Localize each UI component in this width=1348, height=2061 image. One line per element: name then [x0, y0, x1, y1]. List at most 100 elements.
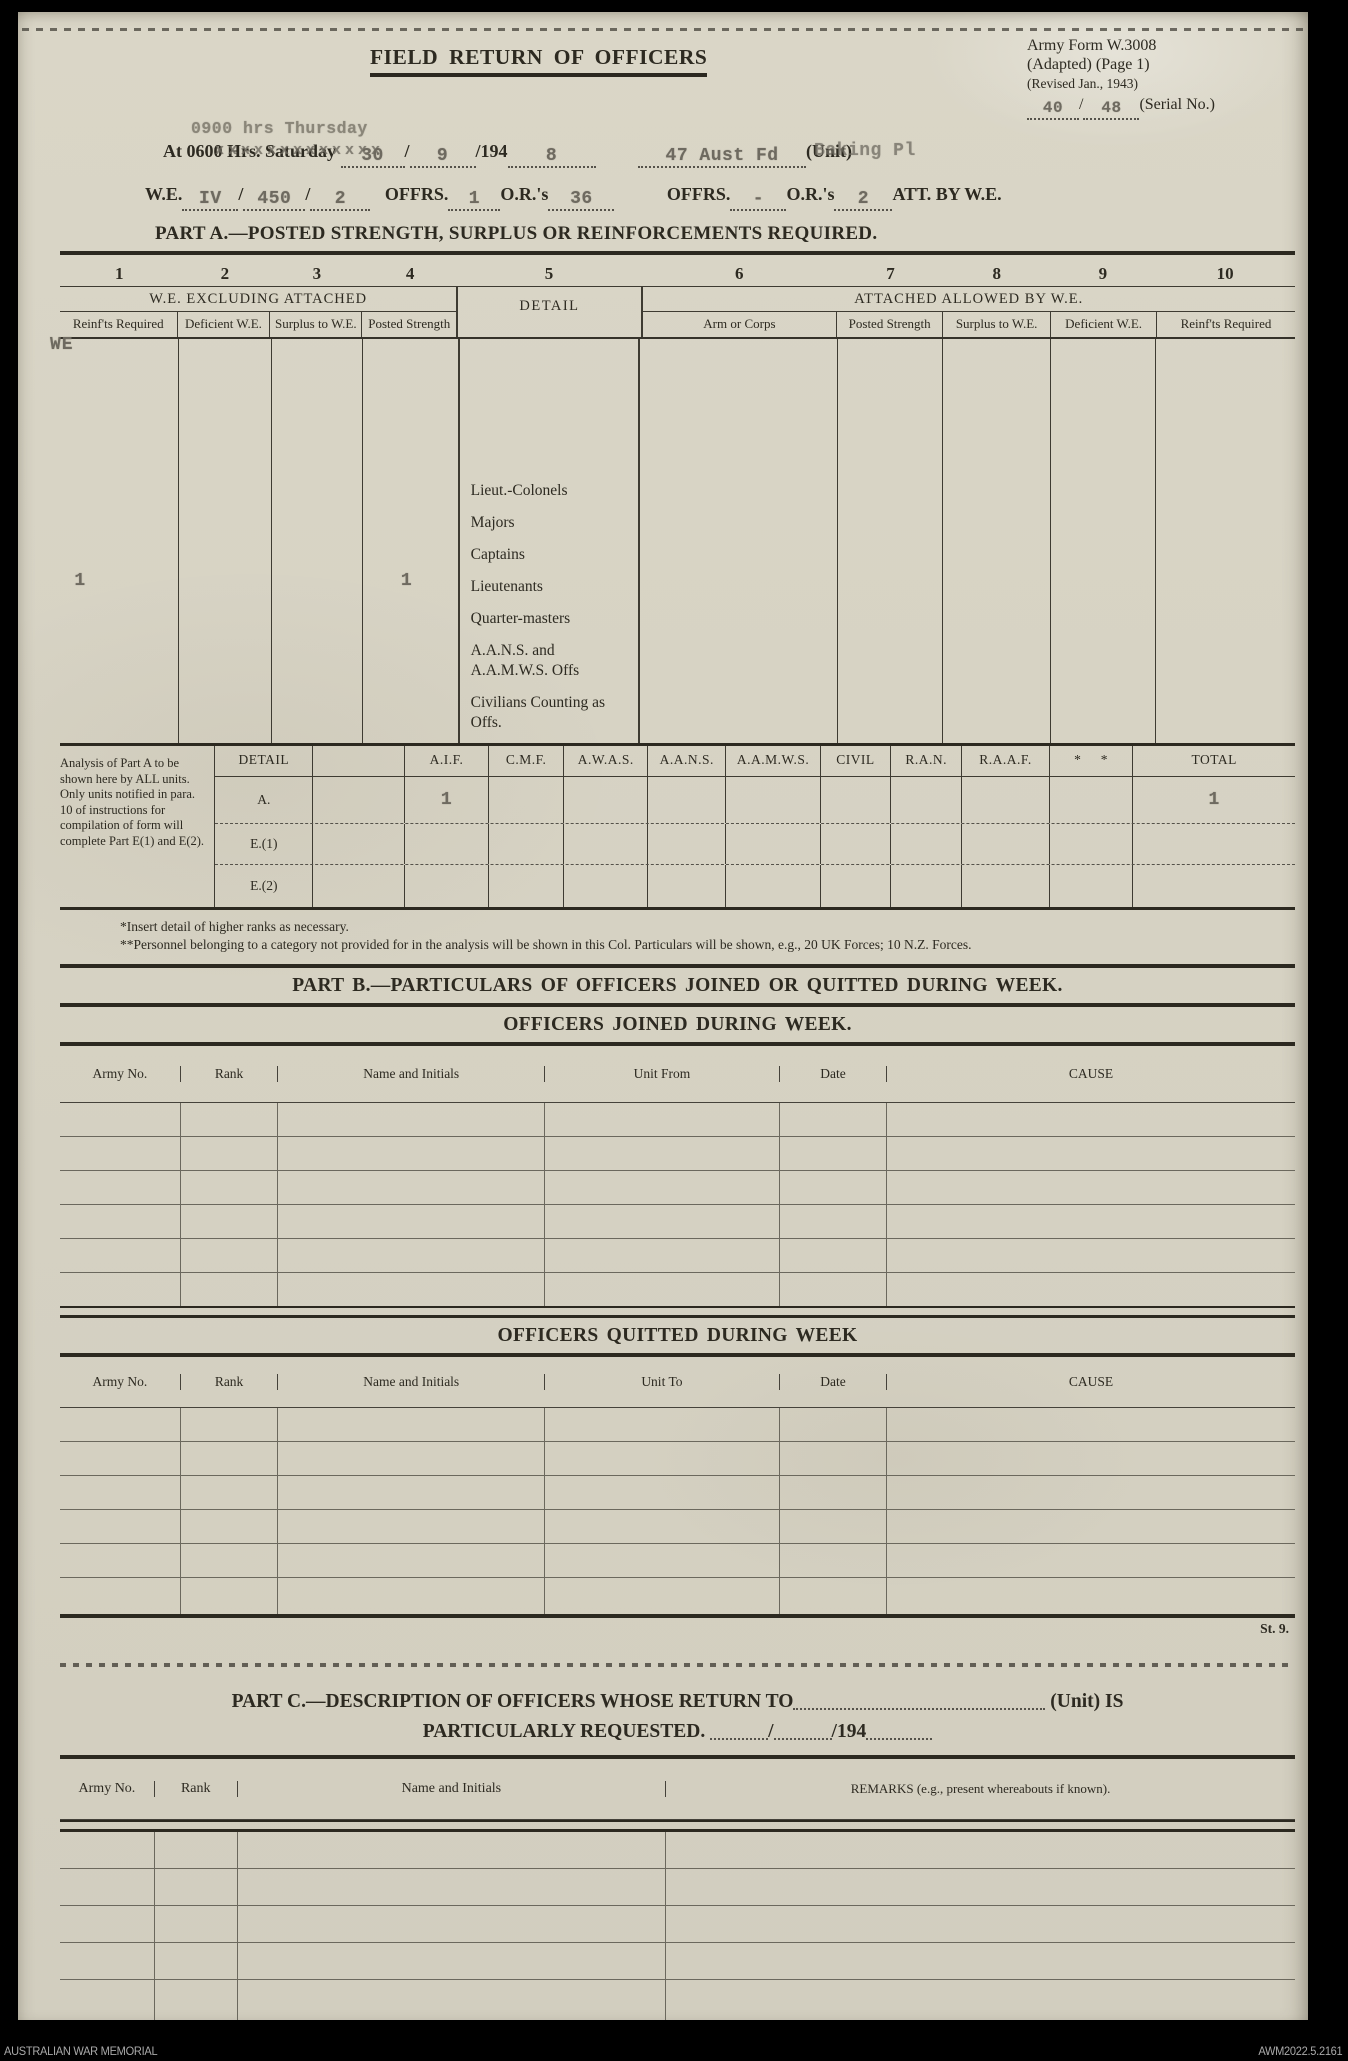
column-header: Surplus to W.E. — [942, 312, 1050, 337]
empty-cell — [778, 1476, 886, 1509]
offrs-att-field: - — [730, 189, 787, 211]
empty-cell — [890, 865, 961, 907]
column-header: Unit To — [544, 1374, 779, 1390]
officers-quitted-heading: OFFICERS QUITTED DURING WEEK — [497, 1325, 858, 1346]
column-header: Posted Strength — [836, 312, 942, 337]
officers-quitted-table: Army No. Rank Name and Initials Unit To … — [60, 1357, 1295, 1614]
empty-cell — [886, 1578, 1295, 1614]
typed-year: 8 — [545, 146, 558, 166]
empty-cell — [179, 1544, 278, 1577]
empty-cell — [60, 1906, 154, 1942]
part-c-unit-suffix: (Unit) IS — [1050, 1691, 1124, 1712]
left-group: W.E. EXCLUDING ATTACHED Reinf'ts Require… — [60, 287, 457, 337]
rule — [60, 1042, 1295, 1046]
empty-cell — [179, 1408, 278, 1441]
table-row — [60, 1832, 1295, 1869]
empty-cell — [179, 1442, 278, 1475]
scanned-form-page: FIELD RETURN OF OFFICERS Army Form W.300… — [18, 12, 1308, 2020]
we-offrs-field: 450 — [243, 189, 306, 211]
typed-month: 9 — [436, 146, 449, 166]
typed-unit-overlay: Baking Pl — [814, 141, 916, 161]
we-slash-1: / — [238, 184, 244, 204]
column-header: REMARKS (e.g., present whereabouts if kn… — [665, 1781, 1295, 1797]
empty-cell — [236, 1943, 666, 1979]
col-number: 8 — [992, 264, 1001, 283]
we-label: W.E. — [145, 184, 183, 204]
empty-cell — [647, 777, 725, 823]
empty-cell — [60, 1171, 180, 1204]
analysis-table: DETAIL A.I.F. C.M.F. A.W.A.S. A.A.N.S. A… — [214, 746, 1295, 907]
table-row — [60, 1205, 1295, 1239]
serial-line: 40 / 48 (Serial No.) — [1027, 95, 1279, 120]
empty-cell — [179, 1578, 278, 1614]
offrs-label-1: OFFRS. — [384, 184, 449, 204]
column-header: Reinf'ts Required — [72, 316, 164, 331]
column-header: Date — [778, 1066, 886, 1082]
table-row — [60, 1476, 1295, 1510]
empty-cell — [277, 1205, 544, 1238]
empty-cell — [60, 1544, 180, 1577]
right-group: ATTACHED ALLOWED BY W.E. Arm or Corps Po… — [642, 287, 1295, 337]
col-number: 4 — [405, 264, 415, 283]
we-ors-field: 2 — [310, 189, 371, 211]
analysis-col-header: TOTAL — [1132, 746, 1295, 776]
empty-cell — [277, 1510, 544, 1543]
empty-cell — [778, 1442, 886, 1475]
part-a-header: W.E. EXCLUDING ATTACHED Reinf'ts Require… — [60, 286, 1295, 339]
empty-cell — [544, 1544, 779, 1577]
empty-cell — [60, 1980, 154, 2020]
column-header: Rank — [153, 1781, 237, 1797]
empty-cell — [153, 1943, 237, 1979]
empty-cell — [665, 1869, 1295, 1905]
form-reference-block: Army Form W.3008 (Adapted) (Page 1) (Rev… — [1027, 36, 1279, 120]
column-header: Army No. — [92, 1066, 148, 1081]
empty-cell — [544, 1510, 779, 1543]
column-header: Deficient W.E. — [176, 312, 270, 337]
col-number: 5 — [544, 264, 554, 283]
empty-cell — [60, 1578, 180, 1614]
empty-cell — [60, 1408, 180, 1441]
empty-cell — [179, 1171, 278, 1204]
empty-cell — [886, 1476, 1295, 1509]
column-header: Name and Initials — [277, 1374, 544, 1390]
unit-blank — [793, 1691, 1046, 1710]
table-row — [60, 1239, 1295, 1273]
empty-cell — [277, 1137, 544, 1170]
empty-cell — [961, 777, 1048, 823]
rule — [60, 964, 1295, 968]
empty-cell — [725, 865, 819, 907]
empty-cell — [312, 824, 404, 864]
footnotes: *Insert detail of higher ranks as necess… — [60, 910, 1295, 964]
typed-offrs-posted: 1 — [468, 189, 481, 209]
row-label: A. — [257, 792, 271, 807]
rank-row: A.A.N.S. and A.A.M.W.S. Offs — [470, 642, 580, 679]
table-row — [60, 1578, 1295, 1614]
empty-cell — [563, 824, 647, 864]
serial-label: (Serial No.) — [1139, 96, 1215, 113]
typed-ors-att: 2 — [857, 189, 870, 209]
empty-cell — [153, 1906, 237, 1942]
surplus-to-we-column — [270, 339, 363, 743]
month-field: 9 — [409, 146, 476, 168]
part-c-table: Army No. Rank Name and Initials REMARKS … — [60, 1759, 1295, 2020]
surplus-att-column — [942, 339, 1050, 743]
typed-we-offrs: 450 — [257, 189, 292, 209]
column-header: Surplus to W.E. — [269, 312, 361, 337]
empty-cell — [778, 1103, 886, 1136]
typed-time-overlay: 0900 hrs Thursday — [191, 119, 368, 138]
column-header: Date — [778, 1374, 886, 1390]
empty-cell — [60, 1239, 180, 1272]
rule — [60, 1755, 1295, 1759]
empty-cell — [544, 1103, 779, 1136]
reinfts-att-column — [1155, 339, 1295, 743]
rank-row: Lieutenants — [470, 578, 543, 595]
empty-cell — [886, 1137, 1295, 1170]
empty-cell — [886, 1103, 1295, 1136]
part-c-prefix: PART C.—DESCRIPTION OF OFFICERS WHOSE RE… — [231, 1691, 794, 1712]
ors-label-1: O.R.'s — [500, 184, 549, 204]
empty-cell — [312, 777, 404, 823]
analysis-col-header: CIVIL — [819, 746, 890, 776]
part-b-heading: PART B.—PARTICULARS OF OFFICERS JOINED O… — [292, 975, 1063, 996]
posted-strength-column — [362, 339, 457, 743]
empty-cell — [1132, 865, 1295, 907]
